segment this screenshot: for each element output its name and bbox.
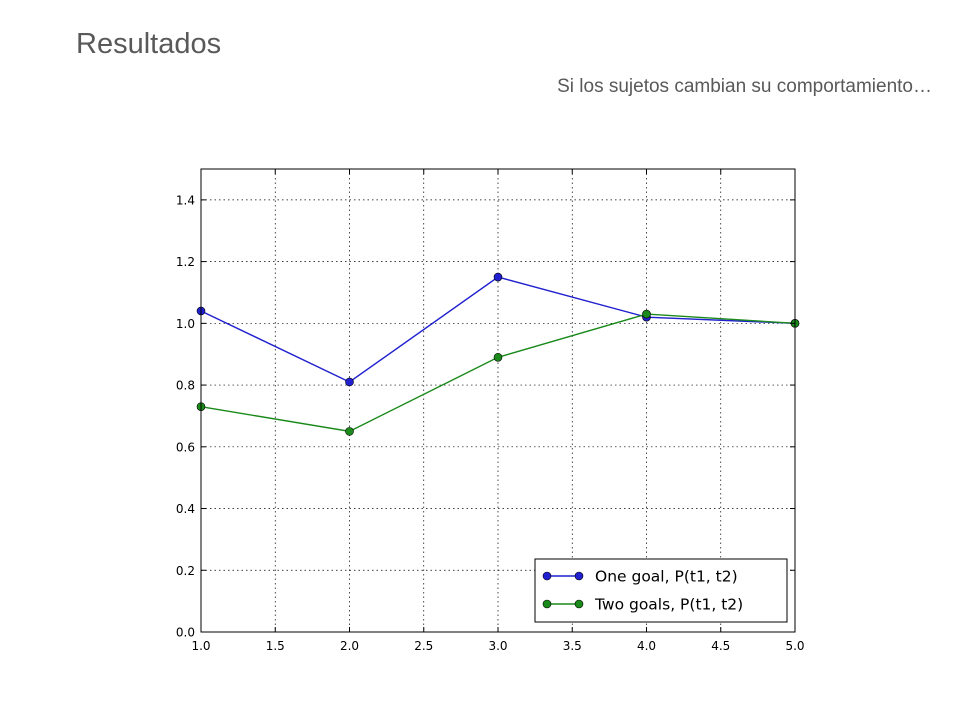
x-tick-label: 3.0 (488, 639, 507, 653)
x-tick-label: 1.5 (266, 639, 285, 653)
legend-box (534, 558, 788, 623)
y-tick-label: 0.4 (176, 502, 195, 516)
legend-swatch-marker (542, 571, 552, 581)
x-tick-label: 4.0 (637, 639, 656, 653)
y-tick-label: 1.2 (176, 255, 195, 269)
x-tick-label: 5.0 (785, 639, 804, 653)
x-tick-label: 3.5 (563, 639, 582, 653)
y-tick-label: 1.0 (176, 317, 195, 331)
legend-label: One goal, P(t1, t2) (595, 568, 738, 586)
y-tick-label: 1.4 (176, 193, 195, 207)
series-1-point (493, 272, 503, 282)
legend-swatch-marker (574, 599, 584, 609)
y-tick-label: 0.2 (176, 564, 195, 578)
legend-swatch-marker (542, 599, 552, 609)
legend-swatch-marker (574, 571, 584, 581)
y-tick-label: 0.0 (176, 626, 195, 640)
y-tick-label: 0.8 (176, 379, 195, 393)
x-tick-label: 2.0 (340, 639, 359, 653)
series-2-point (345, 427, 354, 436)
series-1-point (345, 377, 354, 387)
slide-title: Resultados (76, 28, 222, 60)
legend-label: Two goals, P(t1, t2) (594, 596, 743, 614)
x-tick-label: 4.5 (711, 639, 730, 653)
series-layer (196, 272, 800, 436)
y-tick-label: 0.6 (176, 440, 195, 454)
x-tick-label: 1.0 (191, 639, 210, 653)
series-2-point (493, 352, 503, 362)
legend: One goal, P(t1, t2) Two goals, P(t1, t2) (534, 558, 788, 623)
ticks: 1.0 1.5 2.0 2.5 3.0 3.5 4.0 4.5 5.0 0.0 0.2 0.4 0.6 0… (176, 169, 805, 653)
slide-subtitle: Si los sujetos cambian su comportamiento… (557, 76, 932, 97)
series-2-point (642, 309, 651, 319)
x-tick-label: 2.5 (414, 639, 433, 653)
